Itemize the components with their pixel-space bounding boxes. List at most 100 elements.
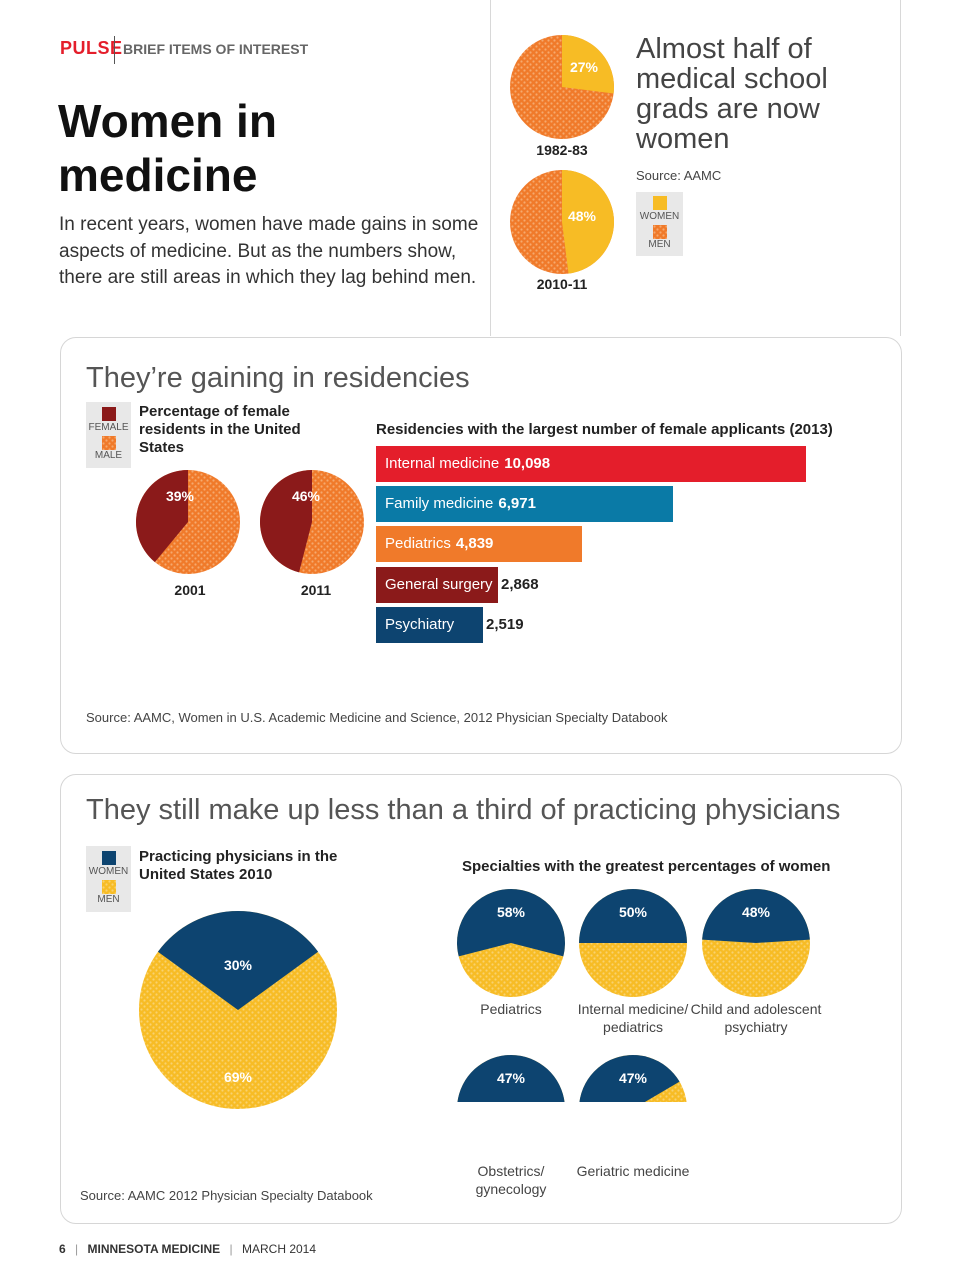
women-slice [457,1055,565,1102]
women-swatch [652,196,667,210]
legend-men-label: MEN [648,239,671,250]
women-slice [702,889,810,943]
pie-2001-label: 39% [166,488,195,504]
women-slice [457,889,565,957]
bar-value: 10,098 [504,455,551,472]
specialty-label: Internal medicine/ pediatrics [577,1001,689,1035]
year-label-2010: 2010-11 [537,276,588,292]
pie-2011: 46% [260,470,364,574]
specialties-subtitle: Specialties with the greatest percentage… [462,858,831,875]
bar-general-surgery [376,566,498,603]
women-slice [579,1055,680,1102]
specialty-pct-label: 47% [497,1070,526,1086]
women-slice [579,889,687,943]
intro-text: In recent years, women have made gains i… [59,214,479,288]
pie-1982-share-slice [562,35,614,94]
grads-source: Source: AAMC [636,168,722,183]
men-swatch [652,225,667,239]
specialty-pie: 58% [457,889,565,997]
women-swatch-physicians [101,851,116,865]
pie-2010-share-slice [562,170,615,274]
specialty-pct-label: 48% [742,904,771,920]
year-label-1982: 1982-83 [536,142,588,158]
female-swatch [101,407,116,421]
specialty-pie: 47% [457,1055,565,1102]
bar-family-medicine [376,486,673,523]
specialty-label: Geriatric medicine [576,1163,690,1179]
pie-1982: 27% [510,35,614,139]
physicians-pie: 30% 69% [139,911,337,1109]
specialty-label: Obstetrics/ gynecology [475,1163,547,1197]
legend-women-label: WOMEN [639,211,680,222]
section-name: PULSE [60,38,123,58]
pie-1982-label: 27% [570,59,599,75]
bar-label: General surgery [385,576,493,593]
column-divider [490,0,491,336]
page-footer: 6 | MINNESOTA MEDICINE | MARCH 2014 [59,1242,316,1256]
bar-category: Internal medicine [385,455,500,472]
publication-name: MINNESOTA MEDICINE [87,1242,221,1256]
footer-divider: | [75,1242,79,1256]
bar-value: 2,519 [486,615,524,633]
physicians-pie-chart: 30% 69% [139,911,337,1109]
grads-title: Almost half of medical school grads are … [636,33,828,155]
men-pct-label: 69% [224,1069,253,1085]
bar-internal-medicine [376,446,806,482]
specialty-pct-label: 58% [497,904,526,920]
pie-2010: 48% [510,170,615,274]
bar-value: 2,868 [501,575,539,593]
specialties-pie-chart: 58% 50% 48% 47% 47% [457,889,810,1102]
physicians-title: They still make up less than a third of … [86,794,841,826]
bar-label: Psychiatry [385,616,454,633]
specialty-pie: 50% [579,889,687,997]
issue-date: MARCH 2014 [241,1242,317,1256]
section-tagline: BRIEF ITEMS OF INTEREST [123,41,309,57]
residencies-bar-subtitle: Residencies with the largest number of f… [376,421,833,438]
bar-category: Pediatrics [385,535,451,553]
physicians-legend: WOMEN MEN [86,846,131,912]
specialty-pct-label: 50% [619,904,648,920]
legend-men-physicians: MEN [97,894,120,905]
residents-pie-chart: 39% 2001 46% 2011 [136,470,364,598]
bar-psychiatry [376,606,483,643]
residencies-source: Source: AAMC, Women in U.S. Academic Med… [86,710,668,725]
men-swatch-physicians [101,880,116,894]
grads-pie-chart: 27% 1982-83 48% 2010-11 [510,35,615,292]
specialty-pie: 47% [579,1055,687,1102]
specialty-pie: 48% [702,889,810,997]
bar-pediatrics [376,526,582,563]
legend-male-label: MALE [94,450,123,461]
legend-female-label: FEMALE [88,422,129,433]
male-swatch [101,436,116,450]
bar-value: 6,971 [498,495,536,513]
year-label-2001: 2001 [174,582,205,598]
bar-category: Psychiatry [385,615,455,633]
bar-category: Family medicine [385,495,494,513]
page-title: Women in medicine [58,95,277,201]
bar-category: General surgery [385,575,493,593]
legend-women-physicians: WOMEN [88,866,129,877]
physicians-source: Source: AAMC 2012 Physician Specialty Da… [80,1188,373,1203]
right-rule [900,0,901,336]
pie-2001: 39% [136,470,240,574]
specialty-pct-label: 47% [619,1070,648,1086]
women-pct-label: 30% [224,957,253,973]
footer-divider-2: | [229,1242,233,1256]
bar-label: Family medicine 6,971 [385,495,536,512]
bar-label: Pediatrics 4,839 [385,535,493,552]
physicians-pie-subtitle: Practicing physicians in the United Stat… [139,848,338,883]
header-divider [114,36,115,64]
specialty-label: Child and adolescent psychiatry [690,1001,822,1035]
specialty-label: Pediatrics [480,1001,542,1017]
year-label-2011: 2011 [301,582,332,598]
residencies-title: They’re gaining in residencies [86,362,470,394]
bar-value: 4,839 [455,535,494,553]
pie-2010-label: 48% [568,208,597,224]
residencies-legend: FEMALE MALE [86,402,131,468]
grads-legend: WOMEN MEN [636,192,683,256]
pie-2011-label: 46% [292,488,321,504]
pie-2011-share-slice [260,470,312,573]
bar-label: Internal medicine 10,098 [385,455,550,472]
page-number: 6 [59,1242,66,1256]
women-slice [157,911,319,1010]
